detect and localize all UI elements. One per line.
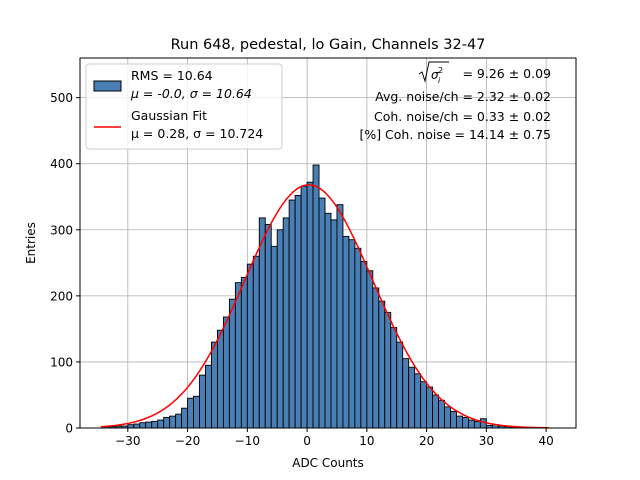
x-tick-label: 0 [303, 434, 311, 448]
y-axis-label: Entries [24, 222, 38, 264]
histogram-bar [372, 287, 380, 429]
legend-fit-label: Gaussian Fit [131, 108, 207, 123]
histogram-bar [432, 394, 440, 429]
histogram-bar [479, 418, 487, 429]
histogram-bar [282, 217, 290, 429]
grid [80, 58, 576, 429]
y-tick-label: 200 [50, 289, 73, 303]
svg-text:2: 2 [438, 66, 443, 75]
annotation-coh-noise-percent: [%] Coh. noise = 14.14 ± 0.75 [359, 127, 551, 142]
histogram-bar [408, 366, 416, 429]
histogram-bar [294, 194, 302, 429]
y-tick-label: 100 [50, 355, 73, 369]
y-tick-label: 300 [50, 223, 73, 237]
histogram-bar [426, 386, 434, 429]
histogram-bar [211, 341, 218, 429]
histogram-bar [276, 229, 284, 429]
annotation-coh-noise: Coh. noise/ch = 0.33 ± 0.02 [374, 109, 551, 124]
histogram-bar [330, 219, 338, 429]
histogram-bar [270, 245, 278, 429]
chart-title: Run 648, pedestal, lo Gain, Channels 32-… [171, 37, 486, 53]
legend-histogram-swatch [93, 80, 122, 92]
x-tick-label: 30 [479, 434, 494, 448]
histogram-bar [462, 416, 469, 429]
legend-histogram-stats: μ = -0.0, σ = 10.64 [130, 86, 252, 101]
annotation-sigma-total: = 9.26 ± 0.09 [462, 66, 551, 81]
histogram-bar [252, 255, 260, 429]
histogram-bar [384, 311, 392, 429]
histogram-bar [205, 364, 212, 429]
x-tick-label: 20 [419, 434, 434, 448]
histogram-bar [473, 420, 481, 429]
histogram-bar [163, 416, 171, 429]
svg-text:i: i [438, 76, 441, 85]
legend: RMS = 10.64 μ = -0.0, σ = 10.64 Gaussian… [85, 63, 283, 150]
histogram-bar [366, 270, 374, 429]
histogram-bar [354, 247, 362, 429]
x-tick-label: −30 [115, 434, 140, 448]
histogram-bar [199, 374, 206, 429]
histogram-bar [175, 413, 183, 429]
histogram-bar [228, 298, 236, 429]
gaussian-fit-curve [100, 184, 550, 429]
annotation-avg-noise: Avg. noise/ch = 2.32 ± 0.02 [375, 89, 551, 104]
x-axis-label: ADC Counts [292, 456, 364, 470]
histogram-bar [139, 422, 147, 429]
histogram-bars [103, 164, 529, 429]
histogram-bar [378, 300, 386, 429]
histogram-bar [348, 239, 356, 429]
histogram-bar [246, 263, 254, 429]
histogram-bar [187, 397, 194, 429]
histogram-bar [402, 358, 410, 429]
histogram-bar [318, 197, 326, 429]
legend-fit-stats: μ = 0.28, σ = 10.724 [131, 126, 263, 141]
histogram-bar [360, 261, 368, 429]
svg-text:σ: σ [431, 68, 439, 82]
histogram-bar [181, 407, 189, 429]
sqrt-sigma-symbol: σ 2 i [418, 61, 449, 85]
x-tick-label: 10 [359, 434, 374, 448]
histogram-bar [157, 419, 165, 429]
y-tick-label: 500 [50, 91, 73, 105]
histogram-bar [390, 327, 398, 429]
histogram-bar [414, 373, 422, 429]
x-tick-label: −20 [175, 434, 200, 448]
histogram-bar [324, 212, 332, 429]
histogram-bar [193, 395, 200, 429]
histogram-bar [438, 399, 445, 429]
y-tick-label: 0 [65, 422, 73, 436]
histogram-bar [336, 204, 344, 429]
x-tick-label: 40 [538, 434, 553, 448]
histogram-bar [396, 341, 404, 429]
histogram-bar [467, 419, 475, 429]
histogram-bar [240, 276, 248, 429]
histogram-bar [300, 185, 308, 429]
histogram-bar [306, 181, 314, 429]
histogram-bar [222, 316, 230, 429]
y-axis-ticks: 0 100 200 300 400 500 [50, 91, 80, 436]
histogram-bar [234, 282, 242, 429]
noise-annotations: σ 2 i = 9.26 ± 0.09 Avg. noise/ch = 2.32… [359, 61, 551, 142]
histogram-bar [444, 406, 451, 429]
histogram-bar [450, 411, 457, 429]
legend-box [85, 63, 283, 150]
histogram-bar [133, 423, 141, 429]
histogram-bar [456, 415, 463, 429]
histogram-bar [342, 235, 350, 429]
histogram-bar [216, 329, 224, 429]
legend-histogram-label: RMS = 10.64 [131, 68, 213, 83]
histogram-bar [288, 199, 296, 429]
histogram-bar [264, 224, 272, 429]
histogram-bar [420, 381, 428, 429]
x-tick-label: −10 [235, 434, 260, 448]
histogram-bar [169, 415, 177, 429]
histogram-bar [312, 164, 320, 429]
histogram-bar [258, 217, 266, 429]
y-tick-label: 400 [50, 157, 73, 171]
plot-frame [79, 57, 577, 429]
histogram-bar [151, 420, 159, 429]
x-axis-ticks: −30 −20 −10 0 10 20 30 40 [115, 428, 554, 448]
histogram-bar [145, 421, 153, 429]
